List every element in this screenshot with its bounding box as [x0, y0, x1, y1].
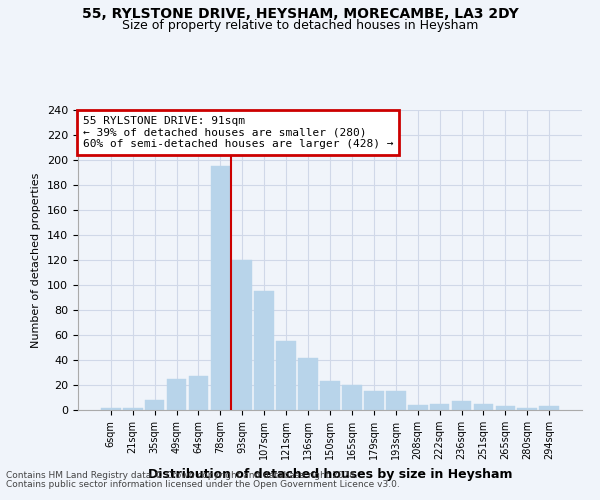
Bar: [211, 166, 230, 410]
Bar: [232, 260, 252, 410]
Bar: [342, 385, 362, 410]
Bar: [276, 341, 296, 410]
Bar: [188, 376, 208, 410]
Bar: [298, 358, 318, 410]
Bar: [496, 406, 515, 410]
Text: 55, RYLSTONE DRIVE, HEYSHAM, MORECAMBE, LA3 2DY: 55, RYLSTONE DRIVE, HEYSHAM, MORECAMBE, …: [82, 8, 518, 22]
Bar: [408, 405, 428, 410]
Text: Contains public sector information licensed under the Open Government Licence v3: Contains public sector information licen…: [6, 480, 400, 489]
Bar: [167, 379, 187, 410]
Bar: [320, 381, 340, 410]
Bar: [430, 404, 449, 410]
Bar: [452, 401, 472, 410]
Y-axis label: Number of detached properties: Number of detached properties: [31, 172, 41, 348]
Text: Contains HM Land Registry data © Crown copyright and database right 2024.: Contains HM Land Registry data © Crown c…: [6, 471, 358, 480]
Bar: [101, 408, 121, 410]
Bar: [473, 404, 493, 410]
Bar: [386, 391, 406, 410]
Bar: [539, 406, 559, 410]
Bar: [364, 391, 384, 410]
Text: Size of property relative to detached houses in Heysham: Size of property relative to detached ho…: [122, 19, 478, 32]
Bar: [145, 400, 164, 410]
Bar: [254, 291, 274, 410]
Text: 55 RYLSTONE DRIVE: 91sqm
← 39% of detached houses are smaller (280)
60% of semi-: 55 RYLSTONE DRIVE: 91sqm ← 39% of detach…: [83, 116, 394, 149]
Bar: [517, 408, 537, 410]
X-axis label: Distribution of detached houses by size in Heysham: Distribution of detached houses by size …: [148, 468, 512, 480]
Bar: [123, 408, 143, 410]
